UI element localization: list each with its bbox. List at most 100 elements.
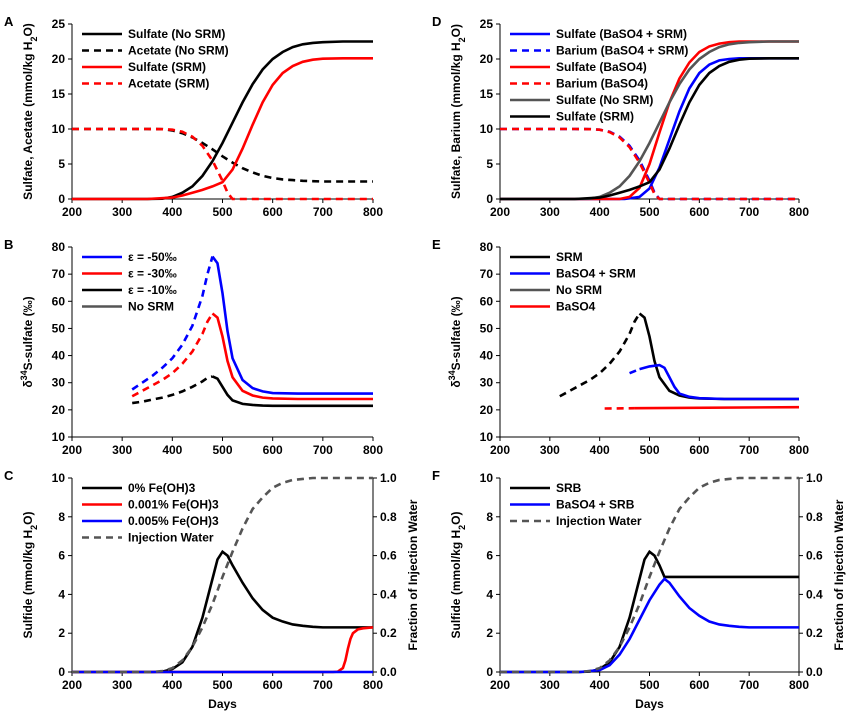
y-tick-label: 5 (58, 157, 65, 171)
y-tick-label: 50 (52, 321, 66, 335)
legend-label: ε = -10‰ (128, 283, 177, 297)
x-tick-label: 800 (363, 443, 383, 457)
y2-tick-label: 0.4 (806, 587, 823, 601)
x-tick-label: 700 (739, 678, 759, 692)
legend-label: ε = -50‰ (128, 250, 177, 264)
y-tick-label: 20 (52, 52, 66, 66)
y-tick-label: 30 (480, 376, 494, 390)
x-tick-label: 800 (789, 205, 809, 219)
x-tick-label: 200 (62, 678, 82, 692)
series-line (634, 405, 800, 410)
legend-label: BaSO4 (556, 300, 596, 314)
panel-letter: B (4, 237, 13, 252)
y-tick-label: 0 (58, 192, 65, 206)
x-tick-label: 800 (789, 678, 809, 692)
x-tick-label: 600 (689, 443, 709, 457)
x-tick-label: 400 (162, 678, 182, 692)
y-tick-label: 0 (486, 665, 493, 679)
y-tick-label: 6 (58, 549, 65, 563)
legend-label: BaSO4 + SRB (556, 498, 635, 512)
y-tick-label: 10 (480, 430, 494, 444)
series-line (559, 312, 641, 398)
legend-label: Acetate (SRM) (128, 77, 209, 91)
y2-tick-label: 0.0 (380, 665, 397, 679)
panel-letter: D (432, 14, 441, 29)
x-tick-label: 600 (689, 205, 709, 219)
x-tick-label: 400 (590, 443, 610, 457)
x-axis-label: Days (635, 697, 664, 711)
series-line (211, 255, 373, 395)
y-tick-label: 15 (52, 87, 66, 101)
y2-axis-label: Fraction of Injection Water (406, 499, 420, 650)
x-tick-label: 600 (263, 205, 283, 219)
y-tick-label: 25 (52, 17, 66, 31)
series-line (72, 626, 374, 674)
y2-tick-label: 0.6 (806, 549, 823, 563)
legend-label: SRM (556, 250, 583, 264)
x-tick-label: 300 (112, 678, 132, 692)
y-tick-label: 80 (52, 240, 66, 254)
series-line (72, 549, 373, 674)
x-tick-label: 400 (590, 205, 610, 219)
y2-tick-label: 0.4 (380, 587, 397, 601)
y-tick-label: 70 (480, 267, 494, 281)
x-tick-label: 600 (689, 678, 709, 692)
legend-label: 0% Fe(OH)3 (128, 481, 196, 495)
y2-tick-label: 0.8 (806, 510, 823, 524)
x-tick-label: 600 (263, 443, 283, 457)
y-tick-label: 8 (58, 510, 65, 524)
x-tick-label: 700 (313, 443, 333, 457)
y-tick-label: 6 (486, 549, 493, 563)
y-axis-label: Sulfide (mmol/kg H2O) (449, 511, 467, 638)
y-tick-label: 20 (52, 403, 66, 417)
x-tick-label: 300 (540, 205, 560, 219)
panel-letter: E (432, 237, 441, 252)
y2-tick-label: 1.0 (380, 471, 397, 485)
legend-label: Barium (BaSO4) (556, 77, 648, 91)
x-tick-label: 300 (112, 205, 132, 219)
x-tick-label: 400 (162, 443, 182, 457)
panel-A: A 200 300 400 500 600 700 800 0 5 10 15 20 25 Sulfate,… (4, 14, 383, 219)
legend-label: Injection Water (556, 514, 642, 528)
y-tick-label: 5 (486, 157, 493, 171)
panel-letter: F (432, 468, 440, 483)
x-tick-label: 200 (490, 205, 510, 219)
y2-tick-label: 0.2 (806, 626, 823, 640)
legend-label: 0.001% Fe(OH)3 (128, 498, 219, 512)
x-tick-label: 500 (639, 678, 659, 692)
y2-tick-label: 0.2 (380, 626, 397, 640)
x-tick-label: 800 (789, 443, 809, 457)
y-tick-label: 15 (480, 87, 494, 101)
x-tick-label: 700 (313, 205, 333, 219)
y-tick-label: 40 (52, 349, 66, 363)
series-line (132, 375, 213, 405)
legend-label: Acetate (No SRM) (128, 44, 229, 58)
y-tick-label: 60 (480, 294, 494, 308)
y-tick-label: 10 (480, 122, 494, 136)
y-tick-label: 0 (486, 192, 493, 206)
legend-label: 0.005% Fe(OH)3 (128, 514, 219, 528)
y-tick-label: 0 (58, 665, 65, 679)
legend-label: Injection Water (128, 531, 214, 545)
x-tick-label: 500 (639, 443, 659, 457)
x-tick-label: 500 (212, 678, 232, 692)
y-tick-label: 25 (480, 17, 494, 31)
y-axis-label: Sulfide (mmol/kg H2O) (21, 511, 39, 638)
panel-B: B 200 300 400 500 600 700 800 10 20 30 40 50 60 70 80 δ3… (4, 237, 383, 457)
y-tick-label: 60 (52, 294, 66, 308)
y-tick-label: 40 (480, 349, 494, 363)
y-axis-label: Sulfate, Barium (mmol/kg H2O) (449, 24, 467, 199)
y2-tick-label: 1.0 (806, 471, 823, 485)
x-tick-label: 300 (112, 443, 132, 457)
legend-label: Sulfate (BaSO4) (556, 60, 647, 74)
x-tick-label: 300 (540, 443, 560, 457)
x-tick-label: 600 (263, 678, 283, 692)
y-tick-label: 8 (486, 510, 493, 524)
x-tick-label: 200 (62, 443, 82, 457)
legend-label: Sulfate (SRM) (556, 110, 634, 124)
series-line (72, 40, 373, 201)
panel-E: E 200 300 400 500 600 700 800 10 20 30 40 50 60 70 80 δ3… (432, 237, 809, 457)
series-line (211, 312, 373, 401)
series-line (500, 40, 799, 201)
